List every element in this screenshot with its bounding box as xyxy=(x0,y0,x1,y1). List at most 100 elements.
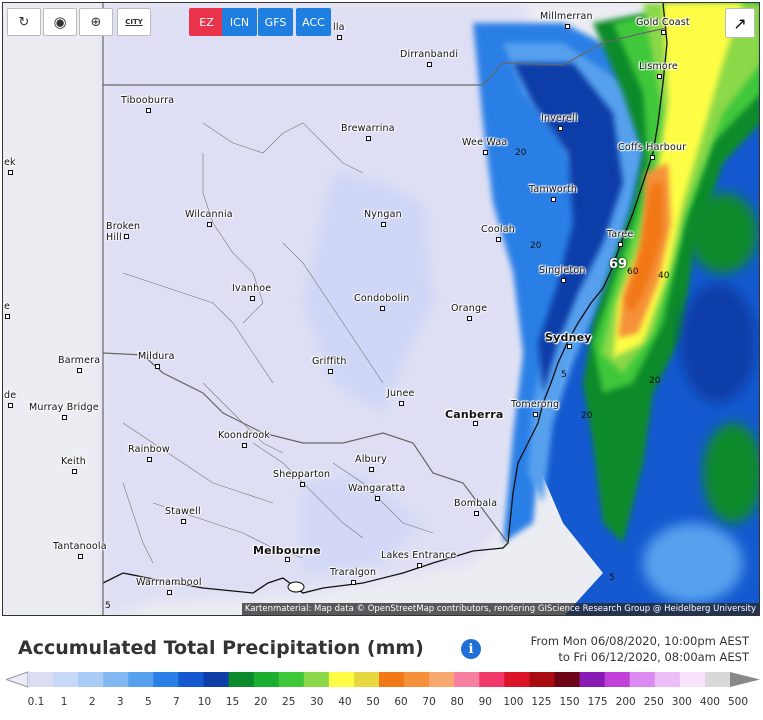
city-label[interactable]: Griffith xyxy=(312,356,347,367)
city-label[interactable]: Lismore xyxy=(639,61,678,72)
city-toggle-button[interactable]: CITY xyxy=(117,8,151,36)
model-ez-button[interactable]: EZ xyxy=(189,8,224,36)
city-marker xyxy=(207,222,212,227)
contour-label: 5 xyxy=(561,370,567,380)
city-label[interactable]: Canberra xyxy=(445,408,504,421)
legend-title: Accumulated Total Precipitation (mm) xyxy=(18,637,424,659)
city-marker xyxy=(566,344,572,349)
city-marker xyxy=(249,296,255,301)
precipitation-map[interactable] xyxy=(3,3,760,616)
model-gfs-button[interactable]: GFS xyxy=(258,8,293,36)
city-label[interactable]: de xyxy=(4,390,17,401)
city-label[interactable]: Tomerong xyxy=(511,399,560,410)
city-label[interactable]: Warrnambool xyxy=(136,577,202,588)
city-label[interactable]: lla xyxy=(333,22,345,33)
model-ez-label: EZ xyxy=(199,15,214,29)
city-label[interactable]: Shepparton xyxy=(273,469,331,480)
city-toggle-label: CITY xyxy=(125,18,143,26)
zoom-button[interactable]: ⊕ xyxy=(79,8,113,36)
city-marker xyxy=(416,563,422,568)
city-marker xyxy=(560,278,566,283)
city-label[interactable]: Barmera xyxy=(58,355,101,366)
city-label[interactable]: Nyngan xyxy=(364,209,402,220)
city-marker xyxy=(661,30,666,35)
city-label[interactable]: Lakes Entrance xyxy=(381,550,457,561)
city-label[interactable]: Gold Coast xyxy=(636,17,690,28)
legend-swatch xyxy=(278,672,305,687)
city-label[interactable]: Singleton xyxy=(539,265,586,276)
city-marker xyxy=(62,415,67,420)
vic-nsw-border xyxy=(102,352,509,544)
city-marker xyxy=(473,511,479,516)
legend-tick-label: 300 xyxy=(671,696,692,708)
legend-tick-label: 2 xyxy=(88,696,96,708)
city-marker xyxy=(71,469,77,474)
map-panel[interactable]: ↻ ◉ ⊕ CITY EZ ICN GFS ACC ↗ Millmerran G… xyxy=(2,2,760,616)
city-label[interactable]: Coolah xyxy=(481,224,515,235)
city-marker xyxy=(77,368,82,373)
legend-color-bar xyxy=(6,671,760,688)
city-label[interactable]: Murray Bridge xyxy=(29,402,99,413)
city-label[interactable]: Melbourne xyxy=(253,544,321,557)
info-icon[interactable]: i xyxy=(461,639,481,659)
city-label[interactable]: Tibooburra xyxy=(121,95,175,106)
legend-tick-label: 5 xyxy=(144,696,152,708)
legend-swatch xyxy=(579,672,606,687)
model-icn-button[interactable]: ICN xyxy=(222,8,257,36)
precip-1-zone xyxy=(303,173,433,413)
city-label[interactable]: Millmerran xyxy=(540,11,593,22)
city-label[interactable]: Tamworth xyxy=(529,184,578,195)
city-label[interactable]: Bombala xyxy=(454,498,498,509)
city-label[interactable]: Taree xyxy=(607,229,634,240)
city-marker xyxy=(379,306,385,311)
city-label[interactable]: Orange xyxy=(451,303,488,314)
contour-label: 5 xyxy=(609,573,615,583)
city-label[interactable]: e xyxy=(4,301,11,312)
legend-tick-label: 7 xyxy=(173,696,180,708)
city-label[interactable]: Broken Hill xyxy=(106,221,141,243)
city-label[interactable]: Albury xyxy=(355,454,387,465)
city-marker xyxy=(147,457,152,462)
model-acc-button[interactable]: ACC xyxy=(296,8,331,36)
legend-tick-label: 90 xyxy=(478,696,492,708)
city-label[interactable]: Sydney xyxy=(545,331,592,344)
city-label[interactable]: Condobolin xyxy=(354,293,410,304)
city-label[interactable]: Brewarrina xyxy=(341,123,395,134)
city-marker xyxy=(242,443,247,448)
city-label[interactable]: Stawell xyxy=(165,506,201,517)
date-from: From Mon 06/08/2020, 10:00pm AEST xyxy=(530,634,749,648)
city-label[interactable]: Keith xyxy=(61,456,86,467)
city-label[interactable]: Mildura xyxy=(138,351,175,362)
location-pin-icon: ◉ xyxy=(53,13,67,31)
legend-tick-label: 25 xyxy=(282,696,296,708)
city-label[interactable]: Tantanoola xyxy=(53,541,107,552)
qld-nsw-border xyxy=(103,27,668,86)
map-credit: Kartenmaterial: Map data © OpenStreetMap… xyxy=(241,603,759,615)
city-label[interactable]: Coffs Harbour xyxy=(618,142,687,153)
contour-label: 20 xyxy=(581,411,593,421)
city-marker xyxy=(8,403,13,408)
city-label[interactable]: Wangaratta xyxy=(348,483,406,494)
contour-label: 5 xyxy=(105,601,111,611)
legend-swatch xyxy=(103,672,129,687)
city-label[interactable]: Ivanhoe xyxy=(232,283,272,294)
refresh-button[interactable]: ↻ xyxy=(7,8,41,36)
location-button[interactable]: ◉ xyxy=(43,8,77,36)
model-gfs-label: GFS xyxy=(264,15,287,29)
share-icon: ↗ xyxy=(733,13,747,33)
share-button[interactable]: ↗ xyxy=(725,8,755,38)
legend-tick-label: 70 xyxy=(422,696,436,708)
city-label[interactable]: ek xyxy=(4,157,16,168)
city-label[interactable]: Traralgon xyxy=(330,567,377,578)
legend-tick-label: 250 xyxy=(643,696,664,708)
city-label[interactable]: Wilcannia xyxy=(185,209,233,220)
city-label[interactable]: Rainbow xyxy=(128,444,170,455)
legend-swatch xyxy=(654,672,681,687)
legend-swatch xyxy=(28,672,54,687)
contour-label: 60 xyxy=(627,267,639,277)
city-label[interactable]: Junee xyxy=(387,388,415,399)
city-label[interactable]: Dirranbandi xyxy=(400,49,459,60)
city-label[interactable]: Koondrook xyxy=(218,430,271,441)
city-label[interactable]: Inverell xyxy=(541,113,578,124)
city-label[interactable]: Wee Waa xyxy=(462,137,508,148)
